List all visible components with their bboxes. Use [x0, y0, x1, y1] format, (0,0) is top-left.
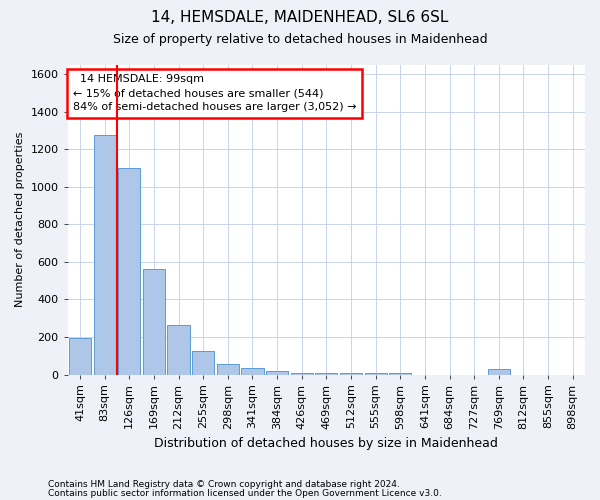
Bar	[315, 372, 337, 374]
Y-axis label: Number of detached properties: Number of detached properties	[15, 132, 25, 308]
Bar	[217, 364, 239, 374]
Bar	[192, 351, 214, 374]
Text: Size of property relative to detached houses in Maidenhead: Size of property relative to detached ho…	[113, 32, 487, 46]
Bar	[290, 372, 313, 374]
Bar	[94, 136, 116, 374]
Bar	[340, 372, 362, 374]
Bar	[365, 372, 387, 374]
Bar	[118, 168, 140, 374]
Bar	[167, 325, 190, 374]
X-axis label: Distribution of detached houses by size in Maidenhead: Distribution of detached houses by size …	[154, 437, 498, 450]
Bar	[143, 270, 165, 374]
Bar	[389, 372, 412, 374]
Text: Contains HM Land Registry data © Crown copyright and database right 2024.: Contains HM Land Registry data © Crown c…	[48, 480, 400, 489]
Bar	[69, 338, 91, 374]
Text: 14, HEMSDALE, MAIDENHEAD, SL6 6SL: 14, HEMSDALE, MAIDENHEAD, SL6 6SL	[151, 10, 449, 25]
Text: Contains public sector information licensed under the Open Government Licence v3: Contains public sector information licen…	[48, 488, 442, 498]
Bar	[488, 369, 510, 374]
Bar	[266, 371, 288, 374]
Bar	[241, 368, 263, 374]
Text: 14 HEMSDALE: 99sqm
← 15% of detached houses are smaller (544)
84% of semi-detach: 14 HEMSDALE: 99sqm ← 15% of detached hou…	[73, 74, 356, 112]
